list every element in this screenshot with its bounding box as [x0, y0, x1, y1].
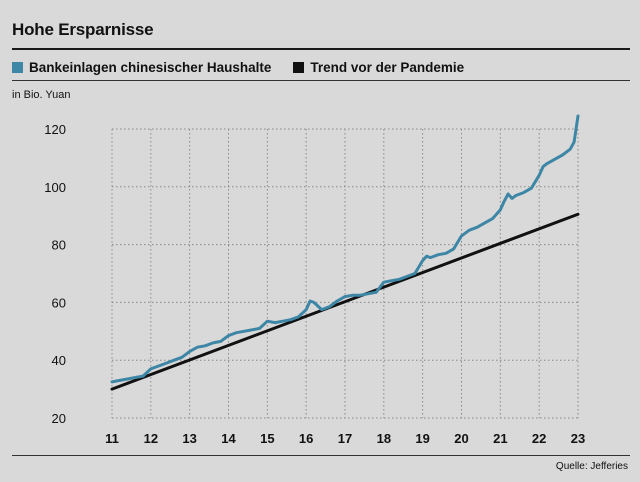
x-tick-label-16: 16 — [299, 431, 313, 446]
chart-title: Hohe Ersparnisse — [12, 20, 154, 39]
legend-label-deposits: Bankeinlagen chinesischer Haushalte — [29, 60, 272, 75]
x-tick-label-13: 13 — [182, 431, 196, 446]
x-tick-label-22: 22 — [532, 431, 546, 446]
legend-divider — [12, 80, 630, 81]
y-axis-unit-label: in Bio. Yuan — [12, 89, 71, 101]
title-divider — [12, 48, 630, 50]
y-tick-label-100: 100 — [44, 180, 66, 195]
legend: Bankeinlagen chinesischer Haushalte Tren… — [12, 60, 486, 75]
y-tick-label-60: 60 — [52, 295, 66, 310]
series-line-trend — [110, 212, 580, 391]
legend-label-trend: Trend vor der Pandemie — [310, 60, 465, 75]
legend-swatch-trend — [293, 62, 305, 73]
x-tick-label-17: 17 — [338, 431, 352, 446]
y-tick-label-80: 80 — [52, 238, 66, 253]
legend-item-trend: Trend vor der Pandemie — [293, 60, 464, 75]
source-note: Quelle: Jefferies — [555, 461, 628, 472]
series-line-deposits — [110, 114, 580, 384]
x-tick-label-21: 21 — [493, 431, 507, 446]
legend-swatch-deposits — [12, 62, 23, 73]
x-tick-label-11: 11 — [105, 431, 119, 446]
footer-divider — [12, 455, 630, 456]
x-tick-label-19: 19 — [415, 431, 429, 446]
legend-item-deposits: Bankeinlagen chinesischer Haushalte — [12, 60, 271, 75]
y-tick-label-20: 20 — [52, 411, 66, 426]
x-tick-label-14: 14 — [221, 431, 236, 446]
x-tick-label-15: 15 — [260, 431, 274, 446]
x-tick-label-18: 18 — [377, 431, 391, 446]
x-tick-label-23: 23 — [571, 431, 585, 446]
x-tick-label-20: 20 — [454, 431, 468, 446]
y-tick-label-120: 120 — [44, 122, 66, 137]
x-tick-label-12: 12 — [144, 431, 158, 446]
y-tick-label-40: 40 — [52, 353, 66, 368]
